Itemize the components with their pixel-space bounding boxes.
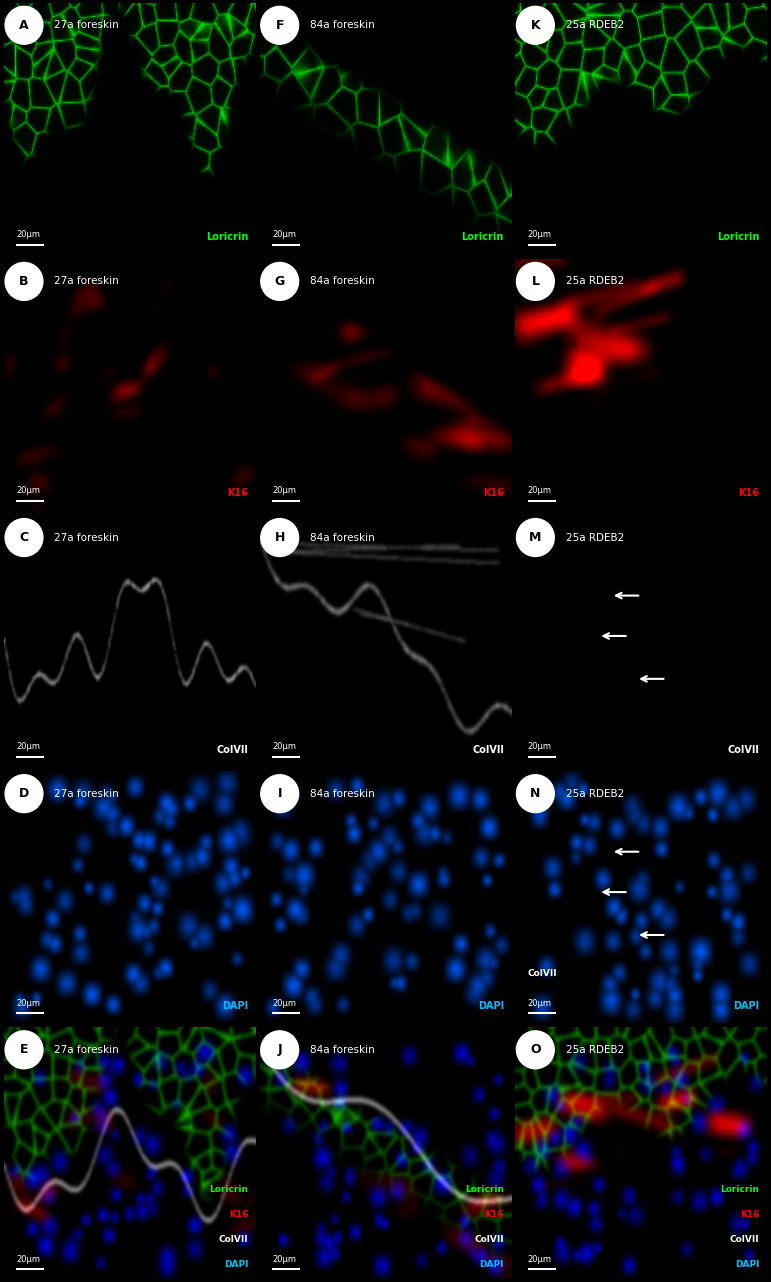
Text: 20μm: 20μm xyxy=(16,231,40,240)
Text: 25a RDEB2: 25a RDEB2 xyxy=(566,21,624,31)
Text: ColVII: ColVII xyxy=(528,969,557,978)
Text: F: F xyxy=(275,19,284,32)
Text: B: B xyxy=(19,274,29,288)
Circle shape xyxy=(517,263,554,300)
Text: K16: K16 xyxy=(483,488,504,499)
Text: K16: K16 xyxy=(229,1210,248,1219)
Text: K16: K16 xyxy=(739,488,759,499)
Text: ColVII: ColVII xyxy=(472,745,504,755)
Circle shape xyxy=(517,519,554,556)
Circle shape xyxy=(5,774,43,813)
Circle shape xyxy=(5,6,43,44)
Text: 20μm: 20μm xyxy=(528,1255,552,1264)
Text: K16: K16 xyxy=(227,488,248,499)
Text: K: K xyxy=(530,19,540,32)
Circle shape xyxy=(261,1031,298,1069)
Text: 25a RDEB2: 25a RDEB2 xyxy=(566,277,624,286)
Text: 20μm: 20μm xyxy=(272,231,296,240)
Text: DAPI: DAPI xyxy=(222,1001,248,1010)
Text: 27a foreskin: 27a foreskin xyxy=(54,21,119,31)
Circle shape xyxy=(261,263,298,300)
Circle shape xyxy=(261,519,298,556)
Text: 20μm: 20μm xyxy=(528,999,552,1008)
Text: ColVII: ColVII xyxy=(217,745,248,755)
Text: 20μm: 20μm xyxy=(528,231,552,240)
Text: 27a foreskin: 27a foreskin xyxy=(54,277,119,286)
Text: E: E xyxy=(20,1044,29,1056)
Text: DAPI: DAPI xyxy=(733,1001,759,1010)
Circle shape xyxy=(5,1031,43,1069)
Text: ColVII: ColVII xyxy=(219,1235,248,1244)
Text: 25a RDEB2: 25a RDEB2 xyxy=(566,532,624,542)
Text: DAPI: DAPI xyxy=(224,1260,248,1269)
Text: Loricrin: Loricrin xyxy=(209,1185,248,1194)
Text: Loricrin: Loricrin xyxy=(717,232,759,242)
Text: 20μm: 20μm xyxy=(16,999,40,1008)
Text: G: G xyxy=(274,274,284,288)
Text: 25a RDEB2: 25a RDEB2 xyxy=(566,1045,624,1055)
Text: K16: K16 xyxy=(484,1210,504,1219)
Text: ColVII: ColVII xyxy=(728,745,759,755)
Text: D: D xyxy=(19,787,29,800)
Text: 20μm: 20μm xyxy=(272,999,296,1008)
Text: 84a foreskin: 84a foreskin xyxy=(310,21,375,31)
Text: 27a foreskin: 27a foreskin xyxy=(54,1045,119,1055)
Circle shape xyxy=(517,1031,554,1069)
Text: Loricrin: Loricrin xyxy=(206,232,248,242)
Text: O: O xyxy=(530,1044,540,1056)
Text: 20μm: 20μm xyxy=(16,486,40,495)
Circle shape xyxy=(5,263,43,300)
Text: DAPI: DAPI xyxy=(735,1260,759,1269)
Text: Loricrin: Loricrin xyxy=(462,232,504,242)
Text: J: J xyxy=(278,1044,282,1056)
Text: 25a RDEB2: 25a RDEB2 xyxy=(566,788,624,799)
Text: Loricrin: Loricrin xyxy=(721,1185,759,1194)
Text: 20μm: 20μm xyxy=(16,742,40,751)
Text: DAPI: DAPI xyxy=(480,1260,504,1269)
Circle shape xyxy=(261,6,298,44)
Text: DAPI: DAPI xyxy=(478,1001,504,1010)
Text: 84a foreskin: 84a foreskin xyxy=(310,1045,375,1055)
Text: A: A xyxy=(19,19,29,32)
Text: 20μm: 20μm xyxy=(528,486,552,495)
Text: K16: K16 xyxy=(740,1210,759,1219)
Text: C: C xyxy=(19,531,29,544)
Circle shape xyxy=(5,519,43,556)
Text: 20μm: 20μm xyxy=(16,1255,40,1264)
Text: ColVII: ColVII xyxy=(474,1235,504,1244)
Text: ColVII: ColVII xyxy=(730,1235,759,1244)
Circle shape xyxy=(261,774,298,813)
Text: M: M xyxy=(529,531,541,544)
Text: 84a foreskin: 84a foreskin xyxy=(310,532,375,542)
Text: 20μm: 20μm xyxy=(272,1255,296,1264)
Text: I: I xyxy=(278,787,282,800)
Text: H: H xyxy=(274,531,285,544)
Text: 27a foreskin: 27a foreskin xyxy=(54,532,119,542)
Text: 20μm: 20μm xyxy=(528,742,552,751)
Text: L: L xyxy=(531,274,540,288)
Circle shape xyxy=(517,774,554,813)
Text: 84a foreskin: 84a foreskin xyxy=(310,277,375,286)
Text: 20μm: 20μm xyxy=(272,486,296,495)
Circle shape xyxy=(517,6,554,44)
Text: 27a foreskin: 27a foreskin xyxy=(54,788,119,799)
Text: Loricrin: Loricrin xyxy=(465,1185,504,1194)
Text: 84a foreskin: 84a foreskin xyxy=(310,788,375,799)
Text: N: N xyxy=(530,787,540,800)
Text: 20μm: 20μm xyxy=(272,742,296,751)
